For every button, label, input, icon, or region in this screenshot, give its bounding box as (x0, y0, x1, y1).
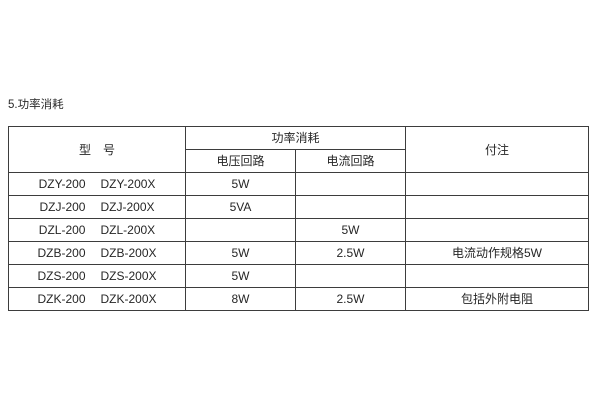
model-cell: DZL-200 DZL-200X (8, 218, 186, 242)
table-row: DZB-200 DZB-200X 5W 2.5W 电流动作规格5W (8, 241, 590, 265)
voltage-circuit-cell: 8W (185, 287, 296, 311)
model-name: DZJ-200 (39, 200, 86, 214)
note-cell (405, 264, 590, 288)
model-name: DZY-200X (100, 177, 156, 191)
voltage-circuit-cell: 5W (185, 241, 296, 265)
note-cell: 包括外附电阻 (405, 287, 590, 311)
model-name: DZS-200 (37, 269, 86, 283)
note-cell (405, 195, 590, 219)
model-header-cell: 型 号 (8, 126, 186, 173)
table-row: DZK-200 DZK-200X 8W 2.5W 包括外附电阻 (8, 287, 590, 311)
model-name: DZL-200 (38, 223, 86, 237)
note-cell (405, 218, 590, 242)
power-consumption-header-cell: 功率消耗 (184, 126, 407, 150)
current-circuit-header-cell: 电流回路 (294, 149, 407, 173)
model-name: DZY-200 (38, 177, 86, 191)
table-row: DZY-200 DZY-200X 5W (8, 172, 590, 196)
voltage-circuit-cell: 5W (185, 264, 296, 288)
voltage-circuit-header-cell: 电压回路 (185, 149, 296, 173)
model-cell: DZJ-200 DZJ-200X (8, 195, 186, 219)
notes-header-cell: 付注 (405, 126, 590, 173)
model-cell: DZB-200 DZB-200X (8, 241, 186, 265)
power-consumption-table: 型 号 功率消耗 付注 电压回路 电流回路 DZY-200 DZY-200X 5… (8, 126, 590, 311)
current-circuit-cell (294, 264, 407, 288)
model-cell: DZY-200 DZY-200X (8, 172, 186, 196)
model-name: DZK-200 (37, 292, 86, 306)
model-pair: DZL-200 DZL-200X (10, 220, 185, 241)
model-cell: DZK-200 DZK-200X (8, 287, 186, 311)
model-pair: DZS-200 DZS-200X (10, 266, 185, 287)
model-name: DZB-200X (100, 246, 157, 260)
voltage-circuit-cell: 5W (185, 172, 296, 196)
current-circuit-cell (294, 195, 407, 219)
model-pair: DZY-200 DZY-200X (10, 174, 185, 195)
table-row: DZJ-200 DZJ-200X 5VA (8, 195, 590, 219)
model-name: DZB-200 (37, 246, 86, 260)
model-pair: DZB-200 DZB-200X (10, 243, 185, 264)
model-cell: DZS-200 DZS-200X (8, 264, 186, 288)
current-circuit-cell: 2.5W (294, 287, 407, 311)
section-heading: 5.功率消耗 (8, 99, 64, 111)
model-name: DZL-200X (100, 223, 156, 237)
voltage-circuit-cell (185, 218, 296, 242)
model-name: DZJ-200X (100, 200, 155, 214)
model-name: DZK-200X (100, 292, 157, 306)
header-row-top: 型 号 功率消耗 付注 (8, 126, 590, 173)
voltage-circuit-cell: 5VA (185, 195, 296, 219)
model-pair: DZJ-200 DZJ-200X (10, 197, 185, 218)
table-row: DZL-200 DZL-200X 5W (8, 218, 590, 242)
model-pair: DZK-200 DZK-200X (10, 289, 185, 310)
current-circuit-cell (294, 172, 407, 196)
current-circuit-cell: 5W (294, 218, 407, 242)
header-row-sub: 电压回路 电流回路 (9, 149, 589, 173)
model-name: DZS-200X (100, 269, 157, 283)
note-cell (405, 172, 590, 196)
note-cell: 电流动作规格5W (405, 241, 590, 265)
current-circuit-cell: 2.5W (294, 241, 407, 265)
table-row: DZS-200 DZS-200X 5W (8, 264, 590, 288)
